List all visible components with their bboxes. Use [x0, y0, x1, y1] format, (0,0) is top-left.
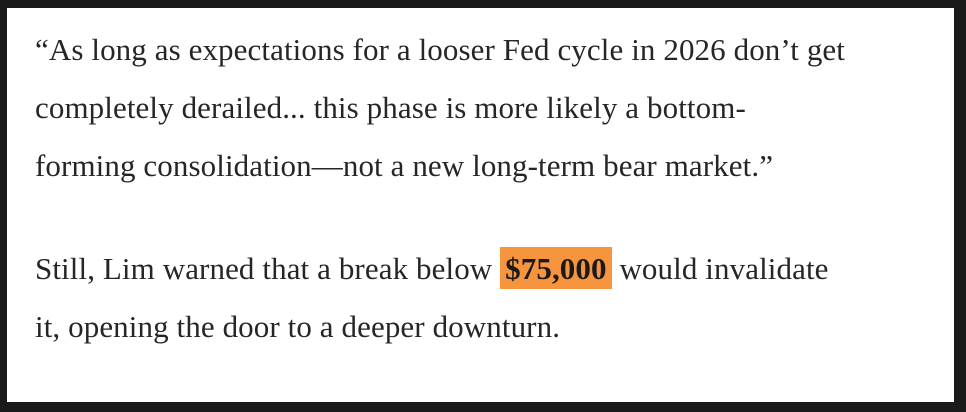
- quote-line-3: forming consolidation—not a new long-ter…: [35, 148, 774, 183]
- quote-line-1: “As long as expectations for a looser Fe…: [35, 32, 846, 67]
- warning-paragraph: Still, Lim warned that a break below $75…: [35, 240, 930, 356]
- warning-line-2: it, opening the door to a deeper downtur…: [35, 309, 561, 344]
- warning-line-1: Still, Lim warned that a break below $75…: [35, 240, 930, 298]
- warning-text-before-highlight: Still, Lim warned that a break below: [35, 251, 501, 286]
- article-excerpt-card: “As long as expectations for a looser Fe…: [7, 8, 954, 402]
- warning-text-after-highlight: would invalidate: [611, 251, 829, 286]
- quote-line-2: completely derailed... this phase is mor…: [35, 90, 746, 125]
- price-highlight: $75,000: [500, 247, 612, 289]
- quote-paragraph: “As long as expectations for a looser Fe…: [35, 21, 930, 195]
